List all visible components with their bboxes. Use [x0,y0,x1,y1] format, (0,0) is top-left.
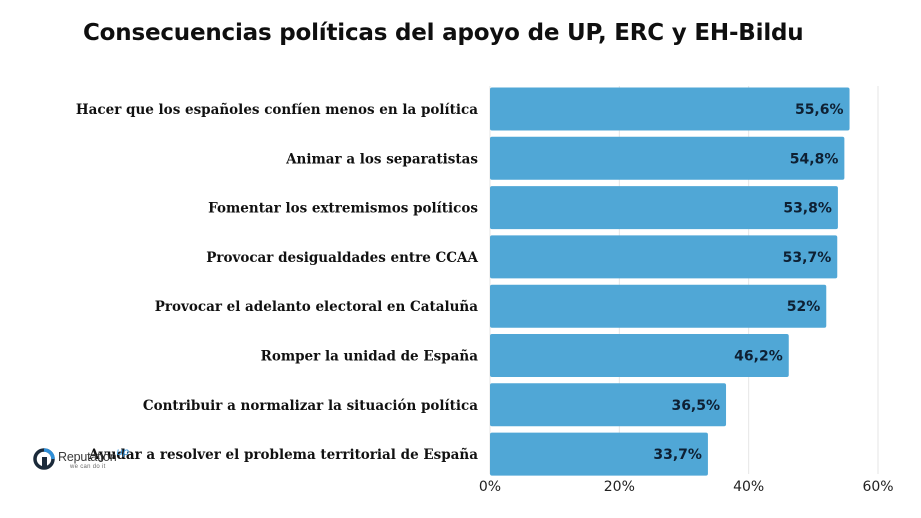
value-label: 36,5% [671,398,720,414]
logo-name-suffix: up [116,447,130,458]
value-label: 54,8% [790,151,839,167]
value-labels: 55,6% 54,8% 53,8% 53,7% 52% 46,2% 36,5% 33,7% [653,102,843,463]
logo-name: Reputation [58,450,117,464]
x-axis-ticks: 0% 20% 40% 60% [479,479,894,495]
bar [490,87,850,131]
bar [490,334,789,377]
logo-tagline: we can do it [70,464,106,470]
category-label: Provocar el adelanto electoral en Catalu… [155,299,479,315]
x-tick-label: 60% [862,479,893,495]
value-label: 55,6% [795,102,844,118]
category-label: Provocar desigualdades entre CCAA [206,250,478,266]
bar [490,136,845,180]
value-label: 46,2% [734,349,783,365]
x-tick-label: 40% [733,479,764,495]
category-label: Fomentar los extremismos políticos [208,201,478,217]
bars [490,87,850,476]
category-label: Animar a los separatistas [285,151,478,167]
category-label: Romper la unidad de España [261,349,479,365]
x-tick-label: 20% [604,479,635,495]
value-label: 53,8% [783,201,832,217]
reputationup-logo: Reputationup we can do it [33,448,129,470]
bar [490,383,727,427]
value-label: 52% [787,299,821,315]
chart-title: Consecuencias políticas del apoyo de UP,… [83,20,804,46]
category-labels: Hacer que los españoles confíen menos en… [76,102,479,463]
category-label: Ayudar a resolver el problema territoria… [88,447,478,463]
x-tick-label: 0% [479,479,501,495]
bar [490,284,827,328]
bar [490,235,838,279]
value-label: 33,7% [653,447,702,463]
category-label: Hacer que los españoles confíen menos en… [76,102,478,118]
bar [490,186,838,230]
value-label: 53,7% [783,250,832,266]
reputationup-logo-icon [33,448,55,470]
category-label: Contribuir a normalizar la situación pol… [143,398,478,414]
bar [490,432,708,476]
